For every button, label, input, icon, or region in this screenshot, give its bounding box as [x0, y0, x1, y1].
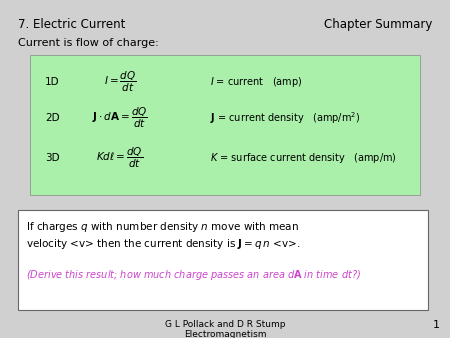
FancyBboxPatch shape	[30, 55, 420, 195]
Text: Chapter Summary: Chapter Summary	[324, 18, 432, 31]
Text: $Kd\ell = \dfrac{dQ}{dt}$: $Kd\ell = \dfrac{dQ}{dt}$	[96, 146, 144, 170]
Text: $I = \dfrac{dQ}{dt}$: $I = \dfrac{dQ}{dt}$	[104, 70, 136, 94]
Text: $\mathbf{J} \cdot d\mathbf{A} = \dfrac{dQ}{dt}$: $\mathbf{J} \cdot d\mathbf{A} = \dfrac{d…	[92, 106, 148, 130]
FancyBboxPatch shape	[18, 210, 428, 310]
Text: Electromagnetism: Electromagnetism	[184, 330, 266, 338]
Text: 1: 1	[433, 320, 440, 330]
Text: 2D: 2D	[45, 113, 59, 123]
Text: G L Pollack and D R Stump: G L Pollack and D R Stump	[165, 320, 285, 329]
Text: $K$ = surface current density   (amp/m): $K$ = surface current density (amp/m)	[210, 151, 397, 165]
Text: 7. Electric Current: 7. Electric Current	[18, 18, 126, 31]
Text: velocity <v> then the current density is $\mathbf{J} = q\,n$ <v>.: velocity <v> then the current density is…	[26, 237, 301, 251]
Text: $I$ = current   (amp): $I$ = current (amp)	[210, 75, 302, 89]
Text: Current is flow of charge:: Current is flow of charge:	[18, 38, 159, 48]
Text: 3D: 3D	[45, 153, 59, 163]
Text: If charges $q$ with number density $n$ move with mean: If charges $q$ with number density $n$ m…	[26, 220, 299, 234]
Text: (Derive this result; how much charge passes an area $d\mathbf{A}$ in time $dt$?): (Derive this result; how much charge pas…	[26, 268, 361, 282]
Text: 1D: 1D	[45, 77, 59, 87]
Text: $\mathbf{J}$ = current density   (amp/m$^2$): $\mathbf{J}$ = current density (amp/m$^2…	[210, 110, 360, 126]
